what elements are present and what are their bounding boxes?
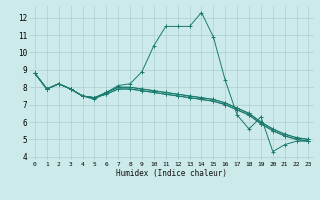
X-axis label: Humidex (Indice chaleur): Humidex (Indice chaleur) xyxy=(116,169,227,178)
